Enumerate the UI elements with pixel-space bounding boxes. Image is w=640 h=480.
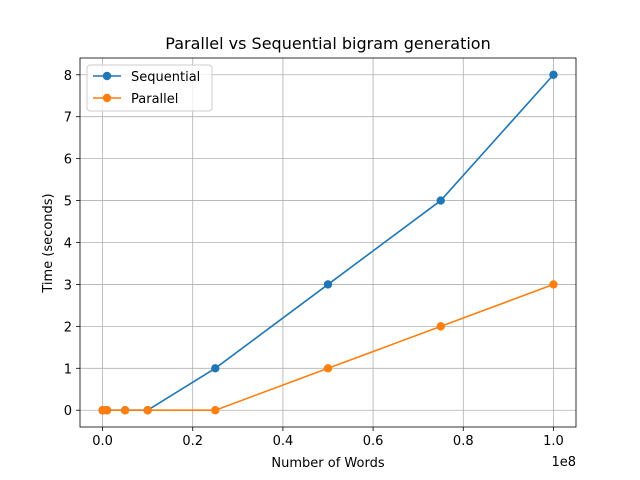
x-axis-offset-label: 1e8 bbox=[551, 455, 576, 470]
parallel-data-point bbox=[549, 280, 558, 289]
sequential-data-point bbox=[323, 280, 333, 289]
y-tick-label: 3 bbox=[64, 278, 72, 293]
parallel-data-point bbox=[323, 364, 333, 373]
sequential-legend-label: Sequential bbox=[131, 70, 200, 85]
y-tick-label: 8 bbox=[64, 69, 72, 84]
y-tick-label: 7 bbox=[64, 111, 72, 126]
x-tick-label: 0.4 bbox=[273, 434, 294, 449]
x-tick-label: 0.0 bbox=[92, 434, 113, 449]
y-tick-label: 4 bbox=[64, 237, 72, 252]
legend: Sequential Parallel bbox=[86, 64, 213, 112]
parallel-data-point bbox=[120, 406, 130, 415]
y-tick-label: 0 bbox=[64, 404, 72, 419]
x-tick-label: 0.8 bbox=[453, 434, 474, 449]
y-tick-label: 6 bbox=[64, 153, 72, 168]
parallel-data-point bbox=[102, 406, 112, 415]
parallel-data-point bbox=[436, 322, 445, 331]
series-markers bbox=[98, 70, 558, 415]
parallel-data-point bbox=[143, 406, 152, 415]
x-axis-label: Number of Words bbox=[271, 456, 384, 471]
parallel-legend-marker bbox=[102, 93, 112, 103]
y-tick-label: 2 bbox=[64, 320, 72, 335]
x-tick-label: 0.2 bbox=[182, 434, 203, 449]
parallel-data-point bbox=[211, 406, 220, 415]
sequential-data-point bbox=[436, 196, 445, 205]
parallel-legend-label: Parallel bbox=[131, 92, 178, 107]
chart-title: Parallel vs Sequential bigram generation bbox=[165, 34, 490, 53]
sequential-data-point bbox=[549, 70, 558, 79]
y-tick-label: 1 bbox=[64, 362, 72, 377]
x-tick-label: 1.0 bbox=[543, 434, 564, 449]
sequential-legend-marker bbox=[102, 71, 112, 81]
sequential-data-point bbox=[211, 364, 220, 373]
x-tick-label: 0.6 bbox=[363, 434, 384, 449]
y-axis: 0 1 2 3 4 5 6 7 8 bbox=[64, 69, 80, 419]
x-axis: 0.0 0.2 0.4 0.6 0.8 1.0 bbox=[92, 427, 564, 449]
y-tick-label: 5 bbox=[64, 195, 72, 210]
y-axis-label: Time (seconds) bbox=[41, 193, 56, 293]
